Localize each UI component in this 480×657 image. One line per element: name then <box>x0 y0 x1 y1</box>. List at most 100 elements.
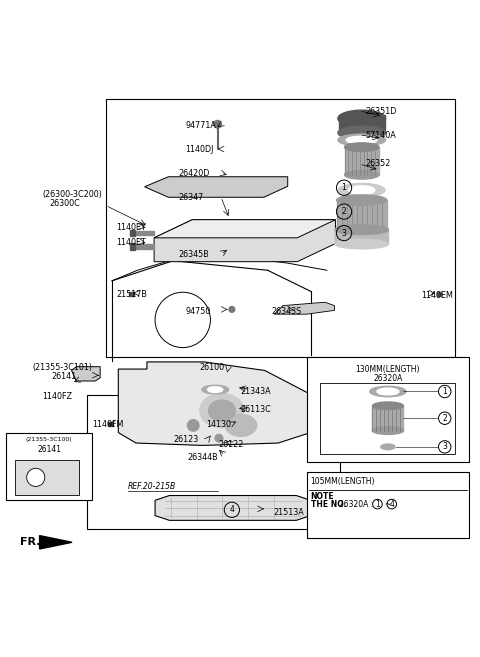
Ellipse shape <box>208 400 235 421</box>
Text: 26343S: 26343S <box>271 307 301 316</box>
Polygon shape <box>39 535 72 549</box>
Text: 130MM(LENGTH): 130MM(LENGTH) <box>356 365 420 374</box>
Ellipse shape <box>336 223 387 233</box>
Ellipse shape <box>377 388 399 395</box>
Text: 3: 3 <box>442 442 447 451</box>
Text: 1: 1 <box>342 183 347 193</box>
Ellipse shape <box>345 143 379 152</box>
Text: 4: 4 <box>229 505 234 514</box>
Text: 14130: 14130 <box>206 420 231 430</box>
Bar <box>307 472 469 539</box>
Text: FR.: FR. <box>21 537 41 547</box>
Text: 26300C: 26300C <box>49 199 80 208</box>
Text: 26100: 26100 <box>199 363 225 372</box>
Text: 4: 4 <box>389 499 394 509</box>
Bar <box>130 243 134 250</box>
Circle shape <box>188 420 199 431</box>
Bar <box>345 147 379 175</box>
Circle shape <box>155 292 210 348</box>
Ellipse shape <box>336 195 387 206</box>
Text: 1: 1 <box>375 499 380 509</box>
Polygon shape <box>118 362 311 445</box>
Text: (21355-3C101): (21355-3C101) <box>33 363 93 372</box>
Text: (21355-3C100): (21355-3C100) <box>26 438 72 442</box>
Ellipse shape <box>338 183 385 197</box>
Ellipse shape <box>338 126 385 139</box>
Text: 94750: 94750 <box>185 307 211 316</box>
Polygon shape <box>275 302 335 314</box>
Ellipse shape <box>338 134 385 146</box>
Bar <box>129 292 133 296</box>
Text: 21513A: 21513A <box>274 508 304 517</box>
Ellipse shape <box>338 110 385 127</box>
Text: 26122: 26122 <box>218 440 244 449</box>
Polygon shape <box>144 177 288 197</box>
Ellipse shape <box>200 394 244 428</box>
Bar <box>320 383 455 453</box>
Bar <box>6 434 92 500</box>
Bar <box>336 200 387 228</box>
Text: 1140FZ: 1140FZ <box>42 392 72 401</box>
Text: 26344B: 26344B <box>188 453 218 462</box>
Bar <box>132 244 154 249</box>
Text: REF.20-215B: REF.20-215B <box>128 482 176 491</box>
Ellipse shape <box>372 427 404 434</box>
Polygon shape <box>154 219 336 261</box>
Text: 1140DJ: 1140DJ <box>185 145 214 154</box>
Text: 57140A: 57140A <box>365 131 396 140</box>
Text: THE NO.: THE NO. <box>311 499 346 509</box>
Circle shape <box>229 307 235 312</box>
Text: 1140ET: 1140ET <box>116 238 145 247</box>
Ellipse shape <box>346 136 377 144</box>
Text: 21343A: 21343A <box>240 387 271 396</box>
Bar <box>372 406 404 430</box>
Ellipse shape <box>370 386 406 397</box>
Text: 26351D: 26351D <box>365 107 396 116</box>
Ellipse shape <box>335 239 388 249</box>
Text: 1140EY: 1140EY <box>116 223 145 232</box>
Bar <box>339 115 384 133</box>
Ellipse shape <box>348 186 375 194</box>
Ellipse shape <box>225 415 257 436</box>
Text: ~: ~ <box>384 499 391 509</box>
Ellipse shape <box>207 387 223 392</box>
Text: 26113C: 26113C <box>240 405 271 414</box>
Polygon shape <box>155 495 311 520</box>
Text: NOTE: NOTE <box>311 491 334 501</box>
Text: (26300-3C200): (26300-3C200) <box>42 191 102 199</box>
Polygon shape <box>72 367 100 381</box>
Bar <box>107 99 455 357</box>
Text: 2: 2 <box>342 207 347 216</box>
Text: 26420D: 26420D <box>178 169 209 178</box>
Text: 26320A :: 26320A : <box>339 499 373 509</box>
Bar <box>335 230 388 244</box>
Text: 26347: 26347 <box>178 193 203 202</box>
Text: 26123: 26123 <box>173 435 198 443</box>
Text: 26352: 26352 <box>365 160 390 168</box>
Ellipse shape <box>372 402 404 409</box>
Bar <box>437 292 441 296</box>
Bar <box>15 460 79 495</box>
Ellipse shape <box>381 444 395 449</box>
Text: 2: 2 <box>443 414 447 422</box>
Text: 26345B: 26345B <box>178 250 209 259</box>
Circle shape <box>27 468 45 486</box>
Text: 26141: 26141 <box>51 372 77 380</box>
Text: 26320A: 26320A <box>373 374 403 383</box>
Text: 3: 3 <box>342 229 347 238</box>
Bar <box>130 230 134 237</box>
Text: 1140FM: 1140FM <box>92 420 123 430</box>
Circle shape <box>215 434 223 442</box>
Ellipse shape <box>335 225 388 235</box>
Text: 1: 1 <box>443 387 447 396</box>
Bar <box>307 357 469 462</box>
Bar <box>87 396 340 529</box>
Polygon shape <box>154 219 336 238</box>
Circle shape <box>214 120 221 128</box>
Text: 1140EM: 1140EM <box>421 290 453 300</box>
Bar <box>132 231 154 235</box>
Text: 94771A: 94771A <box>185 121 216 130</box>
Text: 26141: 26141 <box>37 445 61 454</box>
Bar <box>108 422 113 426</box>
Ellipse shape <box>345 171 379 179</box>
